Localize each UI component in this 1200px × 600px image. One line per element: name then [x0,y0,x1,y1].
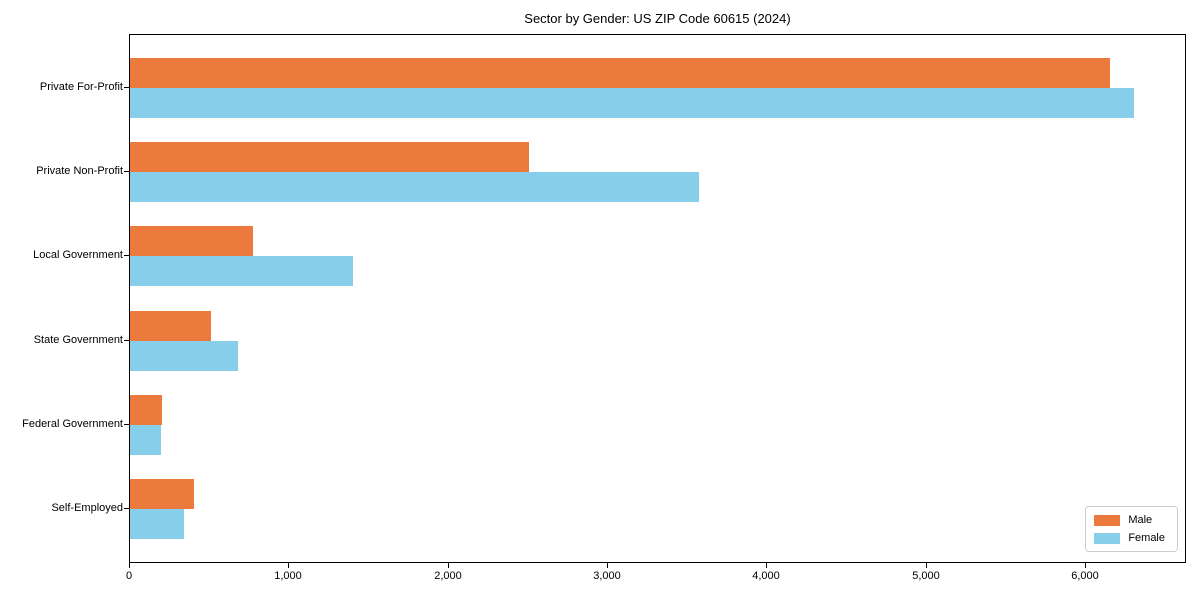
bar-female-2 [130,172,699,202]
x-tick-label: 1,000 [274,570,302,582]
y-tick-mark [124,424,129,426]
legend-entry-male: Male [1094,514,1165,526]
y-tick-mark [124,171,129,173]
bar-female-5 [130,425,161,455]
bar-female-6 [130,509,184,539]
x-tick-mark [607,563,609,568]
legend: Male Female [1085,506,1178,552]
y-axis-label: Private Non-Profit [36,165,123,177]
bar-male-3 [130,226,253,256]
legend-swatch-male [1094,514,1121,526]
bar-female-1 [130,88,1134,118]
x-tick-mark [448,563,450,568]
bar-male-4 [130,311,211,341]
x-tick-label: 5,000 [912,570,940,582]
x-tick-mark [1085,563,1087,568]
y-tick-mark [124,508,129,510]
bar-male-6 [130,479,194,509]
x-tick-mark [288,563,290,568]
plot-area: Male Female [129,34,1186,563]
x-tick-label: 0 [125,570,133,582]
legend-label: Female [1128,532,1165,544]
y-axis-label: Private For-Profit [39,81,123,93]
bar-female-3 [130,256,353,286]
bar-male-1 [130,58,1110,88]
y-axis-label: Local Government [33,249,123,261]
x-tick-mark [766,563,768,568]
x-tick-label: 2,000 [434,570,462,582]
legend-label: Male [1128,514,1153,526]
bar-male-5 [130,395,162,425]
legend-entry-female: Female [1094,532,1165,544]
bar-male-2 [130,142,529,172]
y-axis-label: Federal Government [22,418,123,430]
y-tick-mark [124,340,129,342]
chart-title: Sector by Gender: US ZIP Code 60615 (202… [524,11,791,26]
x-tick-mark [129,563,131,568]
x-tick-label: 3,000 [593,570,621,582]
y-axis-label: State Government [33,334,123,346]
x-tick-label: 6,000 [1071,570,1099,582]
bar-female-4 [130,341,238,371]
legend-swatch-female [1094,532,1121,544]
y-tick-mark [124,87,129,89]
x-tick-mark [926,563,928,568]
y-axis-label: Self-Employed [51,502,123,514]
y-tick-mark [124,255,129,257]
x-tick-label: 4,000 [752,570,780,582]
